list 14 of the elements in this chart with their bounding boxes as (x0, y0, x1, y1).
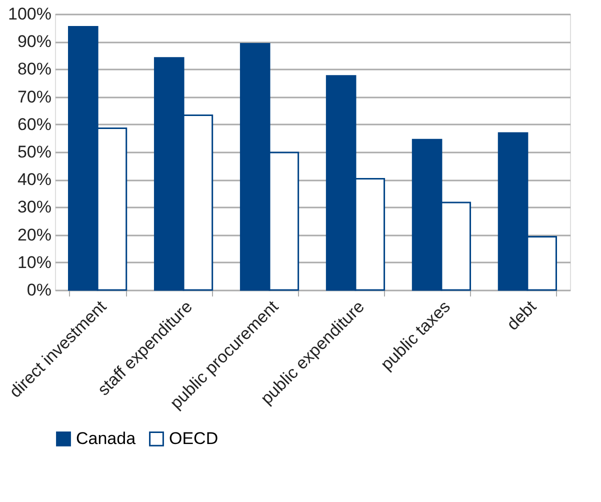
legend-label: Canada (76, 428, 136, 448)
y-tick-label: 90% (17, 32, 52, 52)
y-tick-label: 20% (17, 225, 52, 244)
y-tick-label: 30% (17, 198, 52, 217)
y-tick-label: 40% (17, 170, 52, 190)
y-tick-label: 50% (17, 142, 52, 162)
legend-label: OECD (169, 428, 218, 448)
y-tick-label: 10% (17, 252, 52, 272)
x-tick-label: debt (503, 296, 540, 334)
y-tick-label: 0% (26, 280, 52, 300)
y-tick-label: 60% (17, 114, 52, 134)
y-tick-label: 80% (17, 60, 52, 79)
y-tick-label: 70% (17, 87, 52, 106)
y-tick-label: 100% (8, 4, 52, 24)
